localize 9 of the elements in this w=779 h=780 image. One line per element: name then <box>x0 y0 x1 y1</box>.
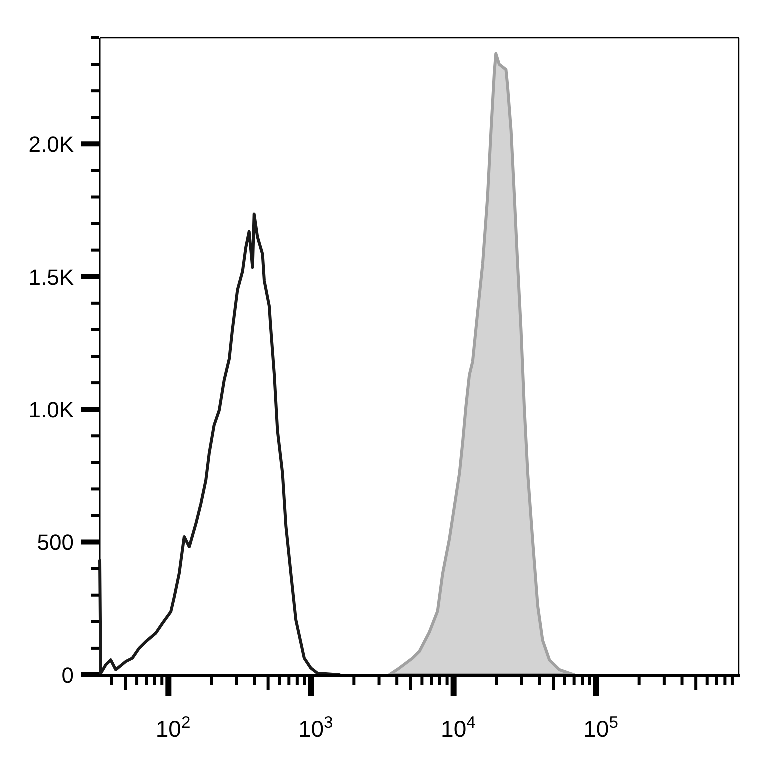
y-tick-label: 2.0K <box>28 132 74 158</box>
x-tick-label: 10$^{4}$ <box>441 712 476 742</box>
x-tick-label: 10$^{3}$ <box>298 712 334 742</box>
x-tick-label: 10$^{5}$ <box>584 712 618 742</box>
y-tick-label: 1.0K <box>28 398 74 423</box>
x-tick-label: 10$^{2}$ <box>156 712 191 742</box>
y-tick-label: 500 <box>37 530 74 556</box>
y-tick-label: 1.5K <box>28 264 74 290</box>
y-tick-label: 0 <box>62 662 74 688</box>
